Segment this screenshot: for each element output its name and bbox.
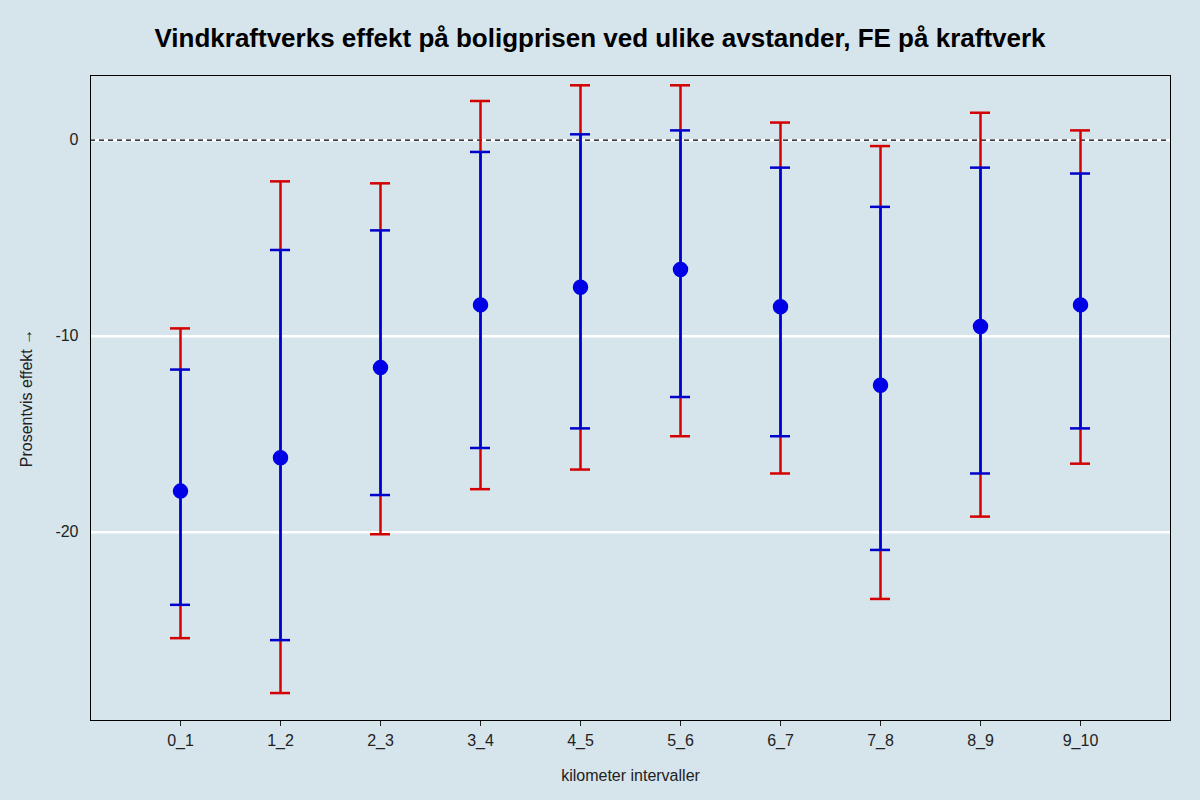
svg-text:6_7: 6_7: [767, 732, 794, 750]
svg-text:0_1: 0_1: [167, 732, 194, 750]
svg-text:Prosentvis effekt →: Prosentvis effekt →: [18, 329, 35, 467]
svg-text:5_6: 5_6: [667, 732, 694, 750]
svg-text:7_8: 7_8: [867, 732, 894, 750]
svg-text:3_4: 3_4: [467, 732, 494, 750]
svg-text:-10: -10: [55, 327, 78, 344]
html-text:Vindkraftverks effekt på bolig: Vindkraftverks effekt på boligprisen ved…: [154, 23, 1046, 53]
svg-text:4_5: 4_5: [567, 732, 594, 750]
svg-text:-20: -20: [55, 523, 78, 540]
svg-text:1_2: 1_2: [267, 732, 294, 750]
svg-text:8_9: 8_9: [967, 732, 994, 750]
svg-text:0: 0: [70, 131, 79, 148]
svg-text:9_10: 9_10: [1063, 732, 1099, 750]
svg-text:kilometer intervaller: kilometer intervaller: [561, 767, 700, 784]
svg-text:2_3: 2_3: [367, 732, 394, 750]
